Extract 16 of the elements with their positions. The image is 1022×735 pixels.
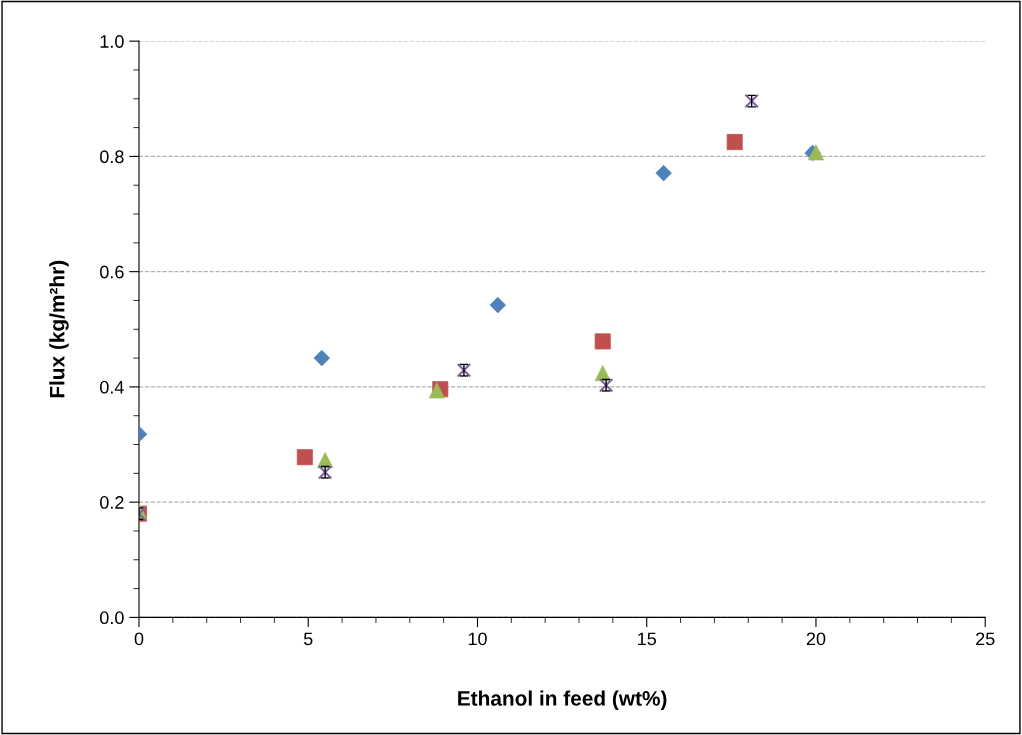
y-axis-title: Flux (kg/m²hr) <box>49 260 69 398</box>
y-tick-label: 0.6 <box>100 265 124 279</box>
x-axis-title: Ethanol in feed (wt%) <box>458 690 667 710</box>
point <box>489 296 506 314</box>
x-tick-label: 5 <box>303 632 313 646</box>
x-tick-label: 20 <box>806 632 826 646</box>
x-tick-label: 10 <box>468 632 487 646</box>
y-tick-label: 0.2 <box>100 496 124 509</box>
x-tick-label: 0 <box>134 632 144 646</box>
x-tick-label: 15 <box>638 632 657 646</box>
y-tick-label: 1.0 <box>100 35 124 48</box>
y-tick-label: 0.8 <box>100 150 124 164</box>
point <box>726 134 743 150</box>
y-tick-label: 0.4 <box>100 380 124 394</box>
y-tick-label: 0.0 <box>100 611 124 625</box>
x-tick-label: 25 <box>976 632 995 646</box>
